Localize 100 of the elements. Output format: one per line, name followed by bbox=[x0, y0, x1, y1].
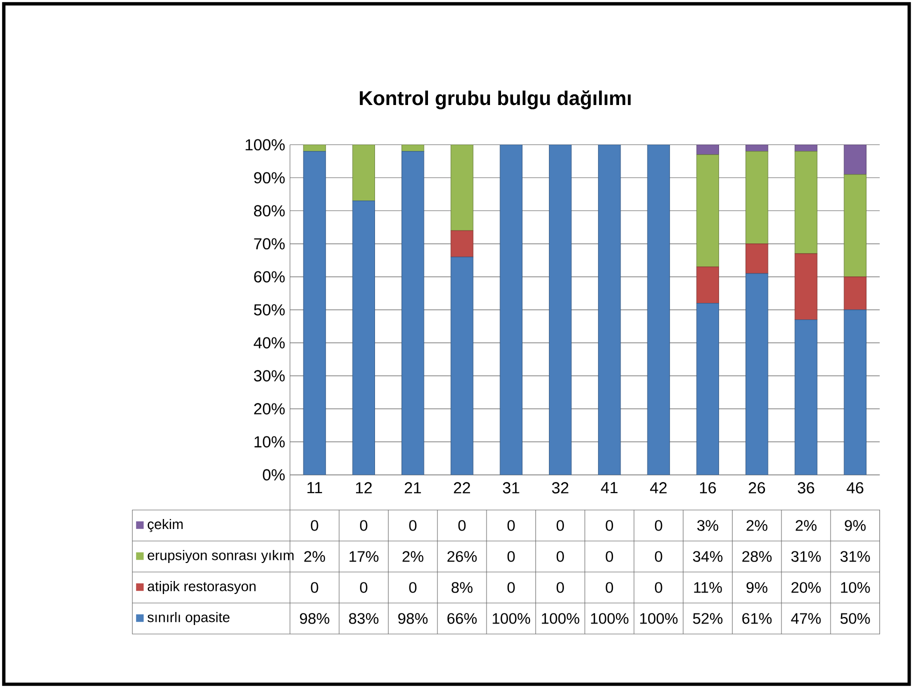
data-label: 100% bbox=[492, 613, 530, 624]
data-label: 0 bbox=[360, 520, 368, 531]
data-label: 100% bbox=[542, 613, 580, 624]
bar bbox=[548, 144, 572, 475]
data-label: 0 bbox=[310, 520, 318, 531]
data-label: 0 bbox=[360, 582, 368, 593]
bar bbox=[696, 144, 720, 155]
bar bbox=[352, 144, 376, 202]
bar bbox=[746, 244, 768, 274]
data-label: 100% bbox=[591, 613, 628, 624]
data-label: 3% bbox=[697, 520, 718, 531]
bar bbox=[844, 144, 866, 175]
x-tick-label: 36 bbox=[798, 482, 814, 494]
bar bbox=[844, 276, 866, 310]
x-tick-label: 41 bbox=[600, 482, 618, 494]
bar bbox=[844, 310, 866, 475]
data-label: 100% bbox=[640, 613, 678, 624]
x-tick-label: 46 bbox=[846, 482, 864, 494]
data-label: 0 bbox=[310, 582, 318, 593]
data-label: 20% bbox=[791, 582, 821, 593]
legend-label: sınırlı opasite bbox=[148, 612, 230, 625]
data-label: 0 bbox=[654, 582, 662, 593]
data-label: 61% bbox=[742, 613, 772, 624]
data-label: 0 bbox=[606, 582, 614, 593]
data-label: 2% bbox=[746, 520, 768, 531]
y-tick-label: 0% bbox=[262, 469, 285, 480]
y-tick-label: 90% bbox=[254, 172, 285, 184]
data-label: 50% bbox=[840, 613, 870, 624]
bar bbox=[794, 151, 818, 254]
x-tick-label: 12 bbox=[356, 482, 372, 494]
legend-label: çekim bbox=[148, 518, 183, 532]
data-label: 0 bbox=[556, 551, 564, 562]
data-label: 0 bbox=[409, 582, 416, 593]
data-label: 17% bbox=[350, 551, 378, 562]
x-tick-label: 42 bbox=[650, 482, 667, 494]
data-label: 66% bbox=[447, 613, 477, 624]
bar bbox=[500, 144, 522, 475]
data-label: 0 bbox=[507, 582, 515, 593]
data-label: 0 bbox=[654, 520, 662, 531]
data-label: 2% bbox=[304, 551, 326, 562]
data-label: 0 bbox=[556, 582, 564, 593]
bar bbox=[598, 144, 621, 475]
data-label: 9% bbox=[746, 582, 768, 593]
y-tick-label: 10% bbox=[254, 436, 285, 448]
data-label: 0 bbox=[556, 520, 564, 531]
y-tick-label: 40% bbox=[254, 337, 285, 348]
data-label: 2% bbox=[402, 551, 424, 562]
bar bbox=[450, 230, 474, 258]
y-tick-label: 20% bbox=[254, 403, 285, 414]
x-tick-label: 21 bbox=[404, 482, 421, 494]
y-tick-label: 70% bbox=[254, 238, 285, 250]
x-tick-label: 22 bbox=[454, 482, 470, 494]
x-tick-label: 26 bbox=[748, 482, 766, 494]
data-label: 34% bbox=[693, 551, 722, 562]
data-label: 28% bbox=[742, 551, 772, 562]
bar bbox=[794, 253, 818, 320]
y-tick-label: 80% bbox=[254, 205, 285, 216]
bar bbox=[303, 151, 326, 475]
data-label: 83% bbox=[349, 613, 378, 624]
x-tick-label: 11 bbox=[307, 482, 322, 494]
y-tick-label: 100% bbox=[246, 139, 285, 150]
bar bbox=[450, 256, 474, 475]
y-tick-label: 50% bbox=[254, 304, 285, 316]
data-label: 9% bbox=[844, 520, 866, 531]
bar bbox=[402, 151, 424, 475]
bar bbox=[450, 144, 474, 231]
data-label: 10% bbox=[841, 582, 870, 593]
bar bbox=[696, 154, 720, 268]
bar bbox=[696, 302, 720, 475]
x-tick-label: 31 bbox=[502, 482, 520, 494]
data-label: 8% bbox=[452, 582, 472, 593]
x-tick-label: 32 bbox=[552, 482, 568, 494]
legend-label: atipik restorasyon bbox=[148, 580, 256, 594]
data-label: 98% bbox=[398, 613, 428, 624]
data-label: 0 bbox=[507, 520, 515, 531]
bar bbox=[746, 151, 768, 244]
data-label: 0 bbox=[458, 520, 466, 531]
chart-title: Kontrol grubu bulgu dağılımı bbox=[360, 90, 631, 110]
data-label: 31% bbox=[840, 551, 870, 562]
data-label: 11% bbox=[694, 582, 722, 593]
bar bbox=[794, 319, 818, 475]
data-label: 0 bbox=[654, 551, 662, 562]
data-label: 0 bbox=[606, 520, 614, 531]
x-tick-label: 16 bbox=[700, 482, 716, 494]
legend-label: erupsiyon sonrası yıkım bbox=[148, 550, 294, 563]
y-tick-label: 30% bbox=[254, 370, 285, 382]
bar bbox=[844, 174, 866, 278]
bar bbox=[746, 273, 768, 475]
bar bbox=[352, 200, 376, 475]
data-label: 0 bbox=[409, 520, 416, 531]
bar bbox=[647, 144, 670, 475]
bar bbox=[696, 266, 720, 304]
data-label: 31% bbox=[791, 551, 821, 562]
data-label: 0 bbox=[606, 551, 614, 562]
data-label: 2% bbox=[796, 520, 817, 531]
data-label: 47% bbox=[791, 613, 821, 624]
data-label: 52% bbox=[693, 613, 722, 624]
y-tick-label: 60% bbox=[254, 271, 285, 282]
data-label: 26% bbox=[447, 551, 477, 562]
data-label: 98% bbox=[300, 613, 330, 624]
